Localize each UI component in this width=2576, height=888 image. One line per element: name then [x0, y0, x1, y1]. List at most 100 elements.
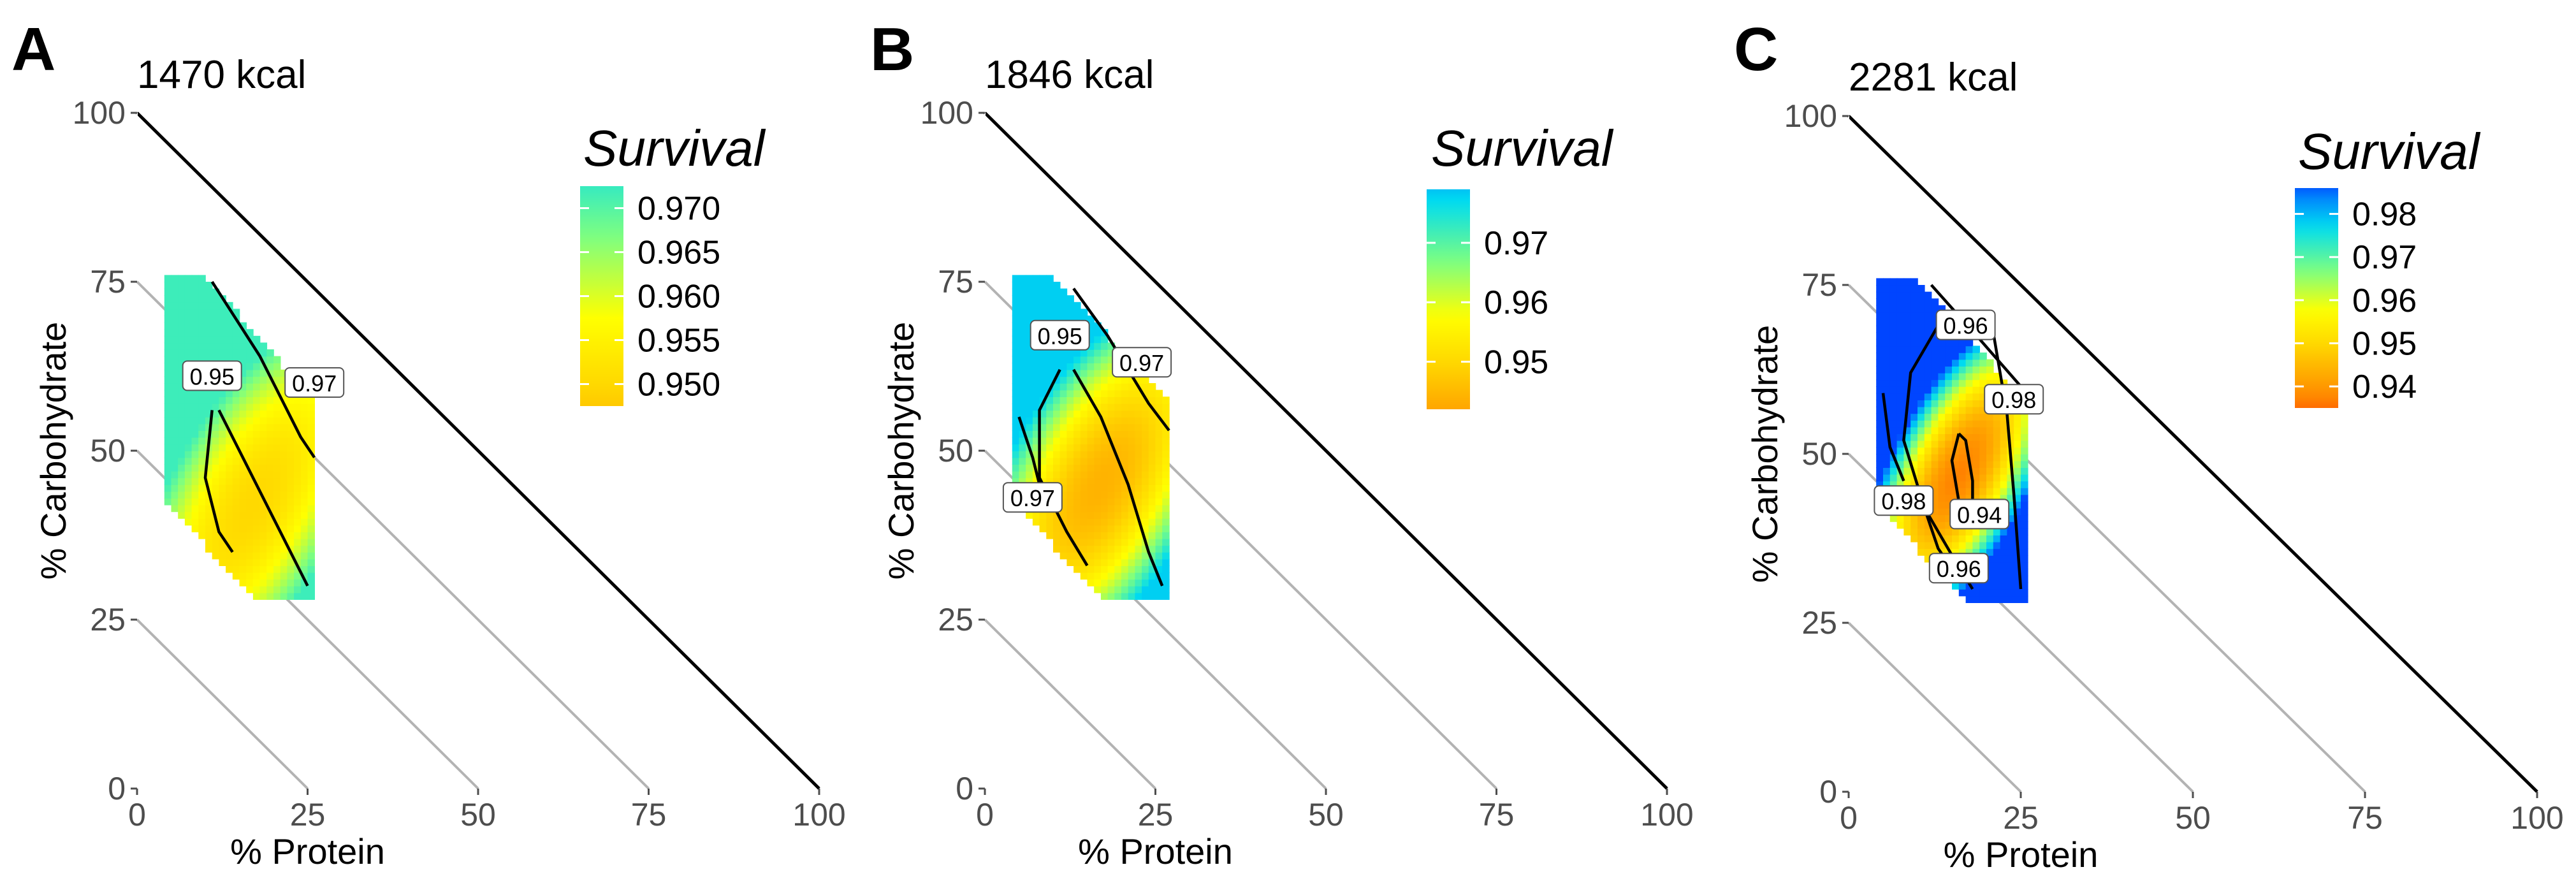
- heatmap-cell: [1958, 447, 1967, 455]
- heatmap-cell: [1039, 282, 1047, 289]
- heatmap-cell: [1972, 420, 1980, 428]
- heatmap-cell: [1917, 386, 1925, 394]
- panel-b: B 1846 kcal 0.950.970.970025255050757510…: [870, 15, 1694, 871]
- heatmap-cell: [232, 403, 240, 411]
- heatmap-cell: [1883, 359, 1891, 367]
- heatmap-cell: [1087, 349, 1095, 357]
- heatmap-cell: [2000, 555, 2008, 563]
- heatmap-cell: [1135, 410, 1142, 418]
- heatmap-cell: [1012, 477, 1020, 485]
- heatmap-cell: [198, 309, 206, 316]
- heatmap-cell: [1094, 538, 1102, 546]
- heatmap-cell: [294, 403, 302, 411]
- heatmap-cell: [1046, 376, 1054, 384]
- heatmap-cell: [2014, 575, 2021, 583]
- heatmap-cell: [1931, 353, 1939, 360]
- heatmap-cell: [1876, 454, 1884, 462]
- heatmap-cell: [1032, 356, 1040, 363]
- heatmap-cell: [2014, 589, 2021, 597]
- heatmap-cell: [280, 397, 288, 404]
- heatmap-cell: [1972, 494, 1980, 502]
- heatmap-cell: [226, 302, 233, 310]
- heatmap-cell: [219, 430, 226, 438]
- heatmap-cell: [280, 389, 288, 397]
- heatmap-cell: [1039, 451, 1047, 458]
- heatmap-cell: [1148, 511, 1156, 519]
- heatmap-cell: [1883, 454, 1891, 462]
- heatmap-cell: [1046, 511, 1054, 519]
- heatmap-cell: [1924, 359, 1932, 367]
- heatmap-cell: [2007, 582, 2014, 590]
- heatmap-cell: [300, 484, 309, 492]
- heatmap-cell: [2007, 494, 2014, 502]
- heatmap-cell: [266, 464, 274, 472]
- heatmap-cell: [1965, 426, 1974, 434]
- heatmap-cell: [1910, 346, 1918, 353]
- heatmap-cell: [1059, 376, 1068, 384]
- heatmap-cell: [1128, 397, 1136, 404]
- heatmap-cell: [1917, 528, 1925, 535]
- heatmap-cell: [246, 444, 254, 451]
- heatmap-cell: [1938, 514, 1946, 522]
- heatmap-cell: [246, 477, 254, 485]
- heatmap-cell: [205, 397, 213, 404]
- heatmap-cell: [1924, 393, 1932, 400]
- heatmap-cell: [1032, 282, 1040, 289]
- heatmap-cell: [1938, 433, 1946, 441]
- heatmap-cell: [307, 552, 315, 560]
- heatmap-cell: [239, 532, 247, 539]
- heatmap-cell: [1053, 356, 1061, 363]
- heatmap-cell: [280, 410, 288, 418]
- heatmap-cell: [1107, 403, 1116, 411]
- heatmap-cell: [1155, 457, 1163, 465]
- heatmap-cell: [259, 451, 268, 458]
- heatmap-cell: [1094, 403, 1102, 411]
- heatmap-cell: [1917, 372, 1925, 381]
- heatmap-cell: [1162, 545, 1170, 553]
- heatmap-cell: [212, 389, 220, 397]
- heatmap-cell: [1162, 511, 1170, 519]
- heatmap-cell: [1107, 565, 1116, 573]
- heatmap-cell: [1883, 460, 1891, 468]
- heatmap-cell: [266, 545, 274, 553]
- panel-c: C 2281 kcal 0.960.980.980.940.9600252550…: [1734, 15, 2564, 875]
- heatmap-cell: [294, 532, 302, 539]
- heatmap-cell: [1053, 525, 1061, 532]
- heatmap-cell: [232, 329, 240, 337]
- heatmap-cell: [1924, 298, 1932, 306]
- heatmap-cell: [300, 552, 309, 560]
- heatmap-cell: [273, 518, 281, 526]
- heatmap-cell: [1114, 552, 1122, 560]
- heatmap-cell: [164, 397, 172, 404]
- heatmap-cell: [2021, 507, 2028, 516]
- heatmap-cell: [1148, 417, 1156, 425]
- heatmap-cell: [1965, 548, 1974, 556]
- heatmap-cell: [1100, 444, 1109, 451]
- heatmap-cell: [1917, 325, 1925, 333]
- heatmap-cell: [164, 403, 172, 411]
- heatmap-cell: [184, 309, 193, 316]
- heatmap-cell: [273, 552, 281, 560]
- heatmap-cell: [164, 437, 172, 445]
- heatmap-cell: [2007, 420, 2014, 428]
- heatmap-cell: [1080, 511, 1088, 519]
- heatmap-cell: [1039, 275, 1047, 282]
- heatmap-cell: [1155, 403, 1163, 411]
- heatmap-cell: [1100, 592, 1109, 600]
- heatmap-cell: [259, 410, 268, 418]
- heatmap-cell: [1100, 403, 1109, 411]
- heatmap-cell: [2007, 481, 2014, 488]
- heatmap-cell: [287, 518, 295, 526]
- heatmap-cell: [1952, 386, 1960, 394]
- heatmap-cell: [1046, 403, 1054, 411]
- heatmap-cell: [252, 511, 261, 519]
- heatmap-cell: [246, 356, 254, 363]
- legend-tick-label: 0.94: [2352, 368, 2417, 405]
- heatmap-cell: [1958, 338, 1967, 347]
- heatmap-cell: [1107, 484, 1116, 492]
- heatmap-cell: [178, 491, 186, 499]
- heatmap-cell: [1972, 406, 1980, 414]
- heatmap-cell: [164, 342, 172, 350]
- heatmap-cell: [205, 389, 213, 397]
- heatmap-cell: [1986, 589, 1994, 597]
